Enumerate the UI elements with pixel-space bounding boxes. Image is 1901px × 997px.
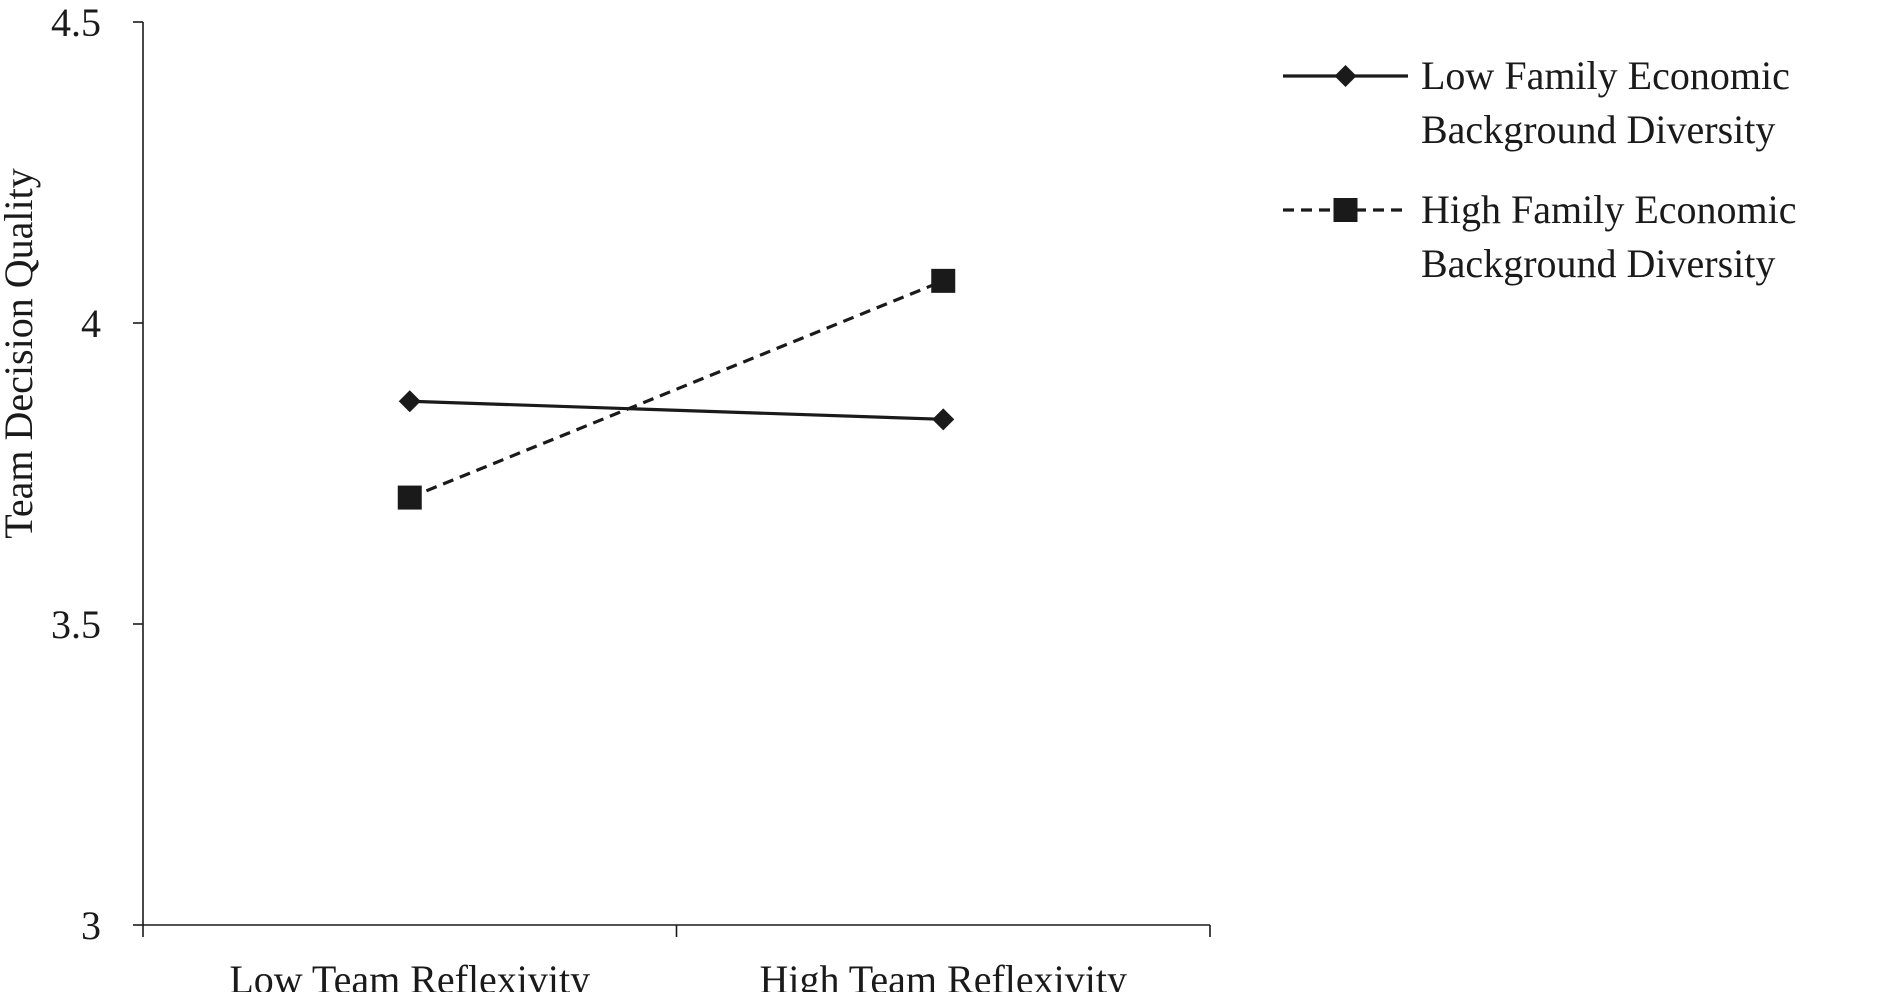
series-0 bbox=[398, 390, 955, 431]
legend-item-1: High Family Economic Background Diversity bbox=[1283, 187, 1797, 286]
axes: 3 3.5 4 4.5 Low Team Reflexivity High Team Re… bbox=[0, 0, 1211, 997]
legend-label: High Family Economic bbox=[1421, 187, 1797, 232]
legend-label: Background Diversity bbox=[1421, 107, 1775, 152]
y-tick-label: 3 bbox=[81, 903, 101, 948]
legend-label: Low Family Economic bbox=[1421, 53, 1790, 98]
legend-item-0: Low Family Economic Background Diversity bbox=[1283, 53, 1790, 152]
data-point bbox=[932, 408, 955, 431]
y-tick-label: 4 bbox=[81, 301, 101, 346]
legend-marker bbox=[1333, 198, 1358, 222]
series-1 bbox=[397, 268, 956, 510]
legend-label: Background Diversity bbox=[1421, 241, 1775, 286]
x-category-label: High Team Reflexivity bbox=[760, 957, 1128, 992]
x-category-label: Low Team Reflexivity bbox=[229, 957, 590, 992]
legend-marker bbox=[1334, 65, 1357, 87]
data-point bbox=[398, 390, 421, 413]
data-point bbox=[397, 485, 422, 510]
y-tick-label: 4.5 bbox=[51, 0, 101, 45]
series-line bbox=[409, 279, 944, 500]
data-point bbox=[931, 268, 956, 293]
y-axis-title: Team Decision Quality bbox=[0, 168, 41, 538]
series-layer bbox=[397, 268, 956, 510]
series-line bbox=[409, 399, 944, 421]
y-tick-label: 3.5 bbox=[51, 602, 101, 647]
